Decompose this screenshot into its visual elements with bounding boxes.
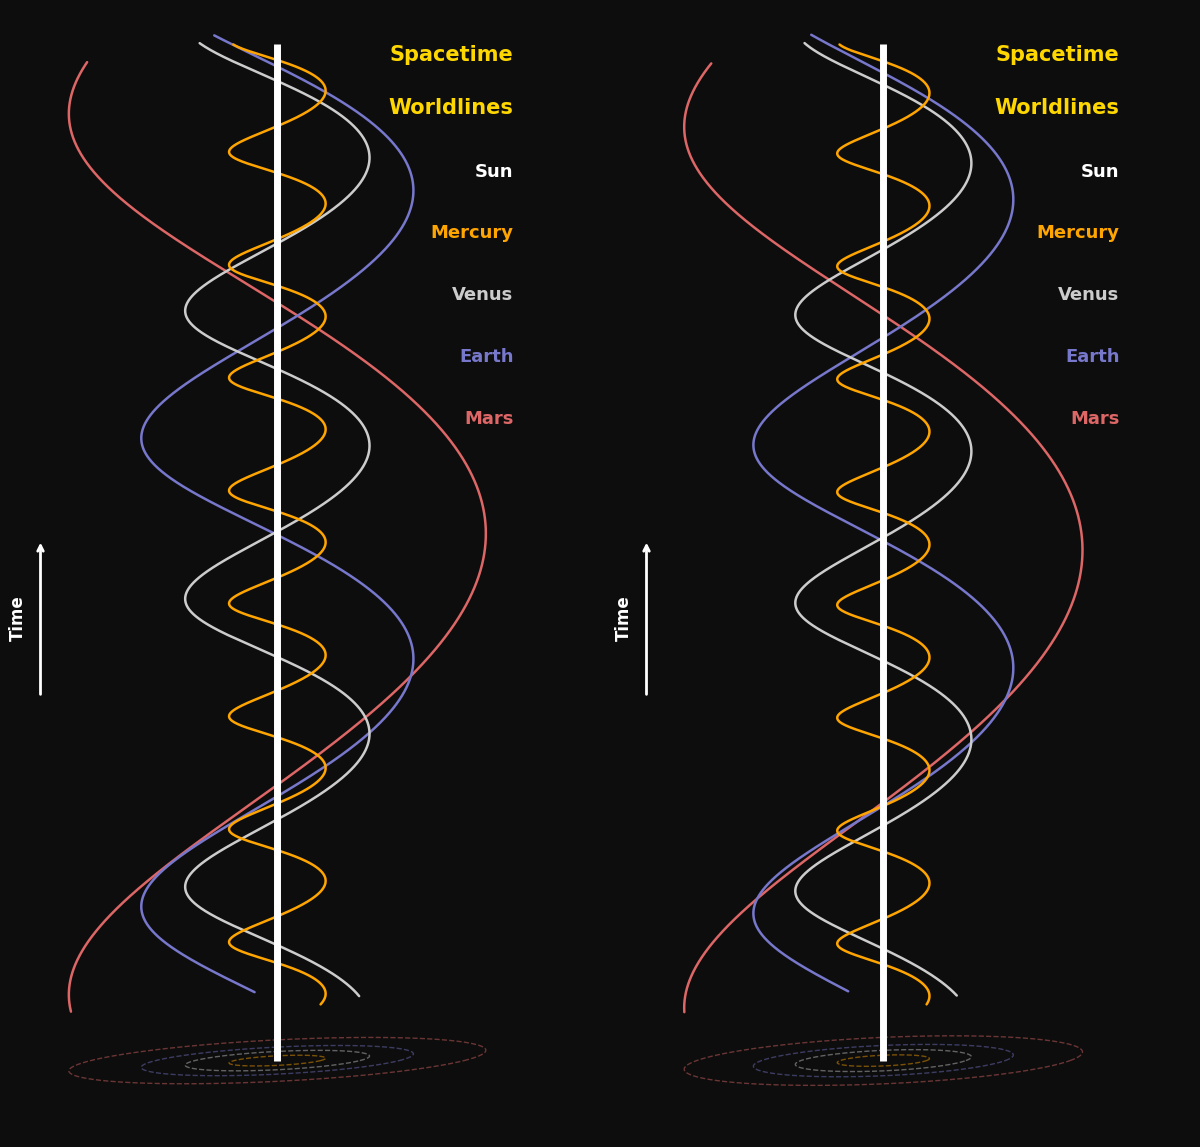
Text: Sun: Sun [1081, 163, 1120, 181]
Text: Mercury: Mercury [431, 225, 514, 242]
Text: Mars: Mars [1070, 409, 1120, 428]
Text: Mars: Mars [464, 409, 514, 428]
Text: Spacetime: Spacetime [390, 45, 514, 65]
Text: Earth: Earth [1066, 349, 1120, 366]
Text: Earth: Earth [460, 349, 514, 366]
Text: Worldlines: Worldlines [389, 97, 514, 118]
Text: Sun: Sun [475, 163, 514, 181]
Text: Time: Time [614, 595, 632, 641]
Text: Venus: Venus [452, 287, 514, 304]
Text: Spacetime: Spacetime [996, 45, 1120, 65]
Text: Time: Time [8, 595, 26, 641]
Text: Mercury: Mercury [1037, 225, 1120, 242]
Text: Worldlines: Worldlines [995, 97, 1120, 118]
Text: Venus: Venus [1058, 287, 1120, 304]
